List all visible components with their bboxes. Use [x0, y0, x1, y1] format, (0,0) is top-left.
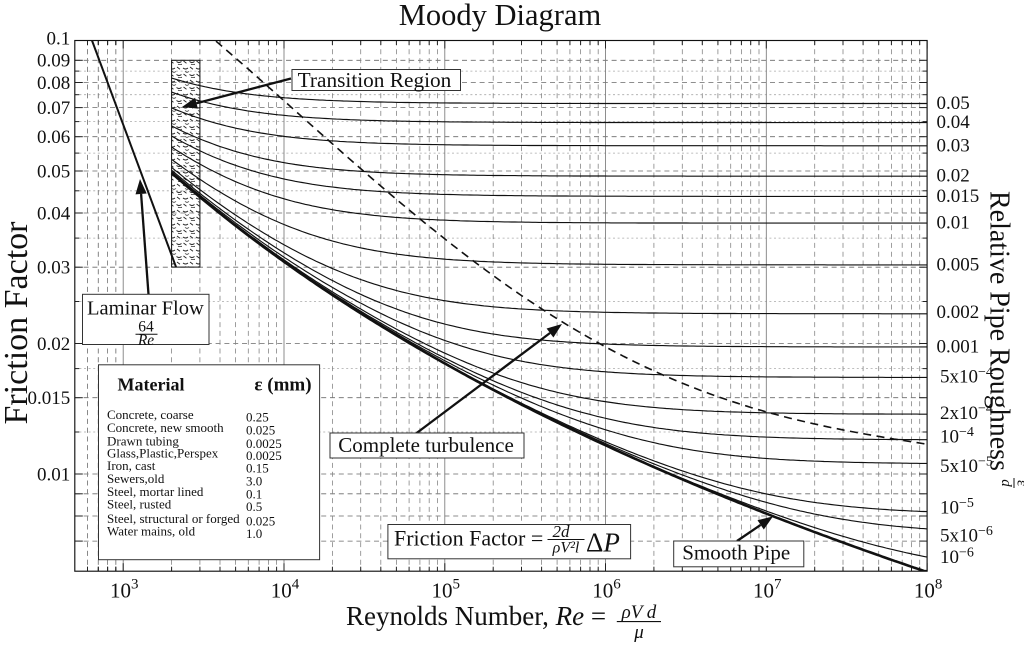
svg-text:0.05: 0.05: [37, 161, 70, 182]
svg-text:0.01: 0.01: [37, 464, 70, 485]
svg-text:0.002: 0.002: [937, 302, 980, 323]
svg-text:0.1: 0.1: [47, 29, 71, 50]
svg-text:Smooth Pipe: Smooth Pipe: [682, 541, 790, 565]
svg-text:0.02: 0.02: [37, 334, 70, 355]
svg-text:ε (mm): ε (mm): [254, 375, 311, 396]
svg-text:0.03: 0.03: [37, 258, 70, 279]
svg-text:μ: μ: [633, 622, 644, 642]
svg-text:0.06: 0.06: [37, 127, 70, 148]
svg-text:ρV d: ρV d: [621, 602, 657, 623]
svg-text:Laminar Flow: Laminar Flow: [87, 298, 204, 320]
svg-text:Moody Diagram: Moody Diagram: [399, 0, 602, 32]
svg-text:Relative Pipe Roughness: Relative Pipe Roughness: [984, 191, 1015, 471]
svg-text:Complete turbulence: Complete turbulence: [338, 433, 514, 457]
svg-text:Friction Factor: Friction Factor: [0, 221, 35, 425]
svg-text:d: d: [998, 479, 1014, 487]
svg-text:0.07: 0.07: [37, 98, 70, 119]
svg-text:1.0: 1.0: [246, 526, 262, 541]
svg-text:0.04: 0.04: [937, 112, 971, 133]
svg-text:Reynolds Number, Re =: Reynolds Number, Re =: [346, 601, 606, 631]
svg-text:Material: Material: [118, 375, 185, 395]
svg-text:0.09: 0.09: [37, 51, 70, 72]
svg-text:0.04: 0.04: [37, 203, 71, 224]
svg-text:Transition Region: Transition Region: [298, 68, 452, 92]
svg-text:Friction Factor =: Friction Factor =: [394, 526, 543, 551]
svg-text:2d: 2d: [553, 522, 571, 541]
svg-text:ΔP: ΔP: [586, 528, 620, 558]
svg-text:0.015: 0.015: [937, 186, 980, 207]
svg-text:0.08: 0.08: [37, 73, 70, 94]
svg-text:Steel, rusted: Steel, rusted: [107, 497, 172, 512]
svg-text:ρV²l: ρV²l: [552, 540, 580, 557]
svg-text:0.05: 0.05: [937, 93, 970, 114]
svg-text:0.001: 0.001: [937, 336, 980, 357]
svg-text:Water mains, old: Water mains, old: [107, 524, 196, 539]
svg-text:0.02: 0.02: [937, 166, 970, 187]
svg-text:ε: ε: [1014, 480, 1024, 486]
svg-text:0.03: 0.03: [937, 135, 970, 156]
svg-text:Re: Re: [137, 332, 154, 349]
svg-text:0.005: 0.005: [937, 254, 980, 275]
svg-text:0.5: 0.5: [246, 499, 262, 514]
svg-text:0.01: 0.01: [937, 213, 970, 234]
